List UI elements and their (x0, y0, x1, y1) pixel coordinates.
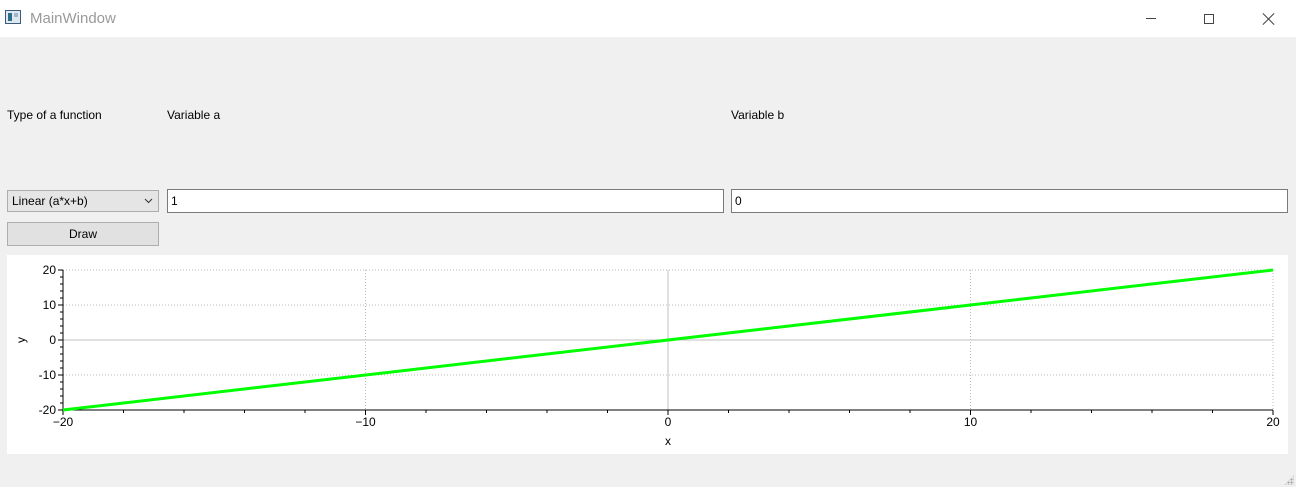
minimize-icon (1146, 18, 1156, 19)
function-plot: −20 −10 0 10 20 -20 -10 0 10 20 x y (14, 263, 1280, 448)
x-tick-label: 0 (665, 415, 672, 429)
y-axis-label: y (14, 337, 28, 343)
resize-grip[interactable] (1284, 475, 1294, 485)
title-bar: MainWindow (0, 0, 1296, 37)
variable-b-label: Variable b (731, 108, 785, 122)
y-tick-label: 20 (43, 263, 57, 277)
close-button[interactable] (1246, 0, 1292, 37)
function-type-label: Type of a function (7, 108, 102, 122)
plot-area: −20 −10 0 10 20 -20 -10 0 10 20 x y (7, 255, 1288, 454)
chevron-down-icon (144, 198, 153, 204)
window-title: MainWindow (30, 10, 116, 27)
function-type-select[interactable]: Linear (a*x+b) (7, 190, 159, 212)
y-tick-label: -10 (39, 368, 57, 382)
x-tick-label: 10 (964, 415, 978, 429)
variable-a-input[interactable] (167, 189, 724, 213)
minimize-button[interactable] (1128, 0, 1174, 37)
series-line (62, 268, 1274, 412)
x-tick-label: −10 (355, 415, 376, 429)
app-icon (5, 10, 21, 24)
x-axis-label: x (665, 434, 671, 448)
draw-button[interactable]: Draw (7, 222, 159, 246)
x-tick-label: 20 (1266, 415, 1280, 429)
close-icon (1262, 12, 1276, 26)
maximize-button[interactable] (1186, 0, 1232, 37)
maximize-icon (1204, 13, 1214, 24)
variable-a-label: Variable a (167, 108, 221, 122)
function-type-value: Linear (a*x+b) (12, 194, 88, 208)
variable-b-input[interactable] (731, 189, 1288, 213)
y-tick-label: -20 (39, 403, 57, 417)
y-tick-label: 0 (49, 333, 56, 347)
x-tick-label: −20 (53, 415, 74, 429)
y-tick-label: 10 (43, 298, 57, 312)
